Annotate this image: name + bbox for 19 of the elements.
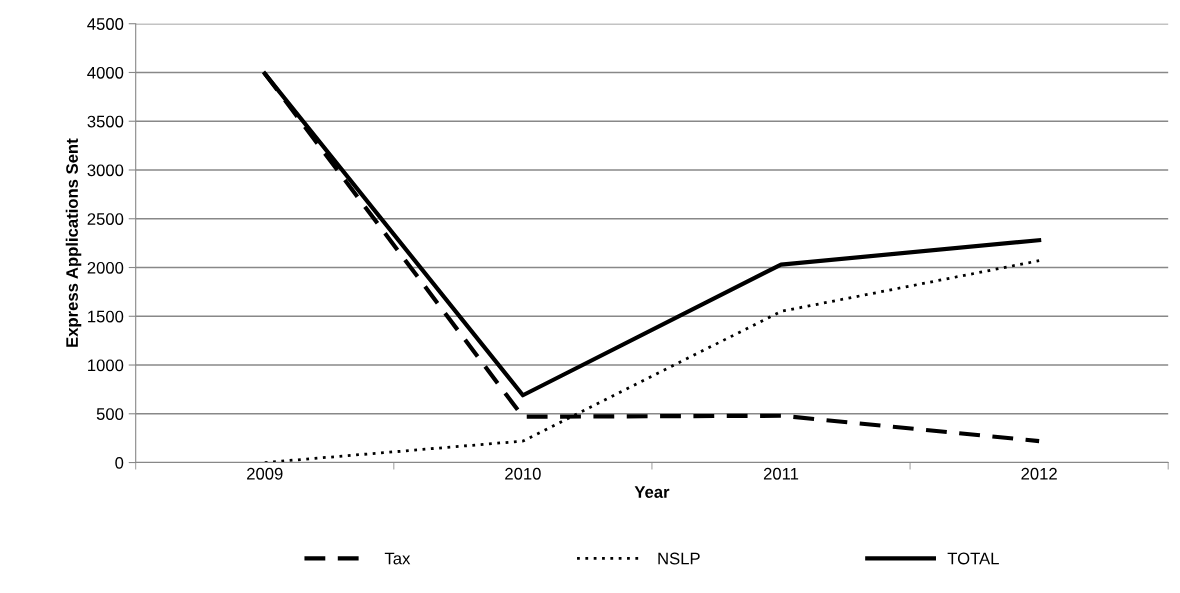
x-tick-label: 2012 — [1021, 467, 1057, 480]
y-axis-title: Express Applications Sent — [65, 138, 82, 347]
y-tick-label: 0 — [115, 456, 124, 469]
y-tick-label: 2500 — [87, 213, 124, 225]
x-axis-title: Year — [634, 486, 670, 498]
y-tick-label: 1000 — [88, 359, 124, 372]
x-tick-label: 2010 — [505, 467, 541, 480]
y-tick-label: 500 — [96, 408, 124, 420]
y-tick-label: 3000 — [87, 164, 124, 177]
y-tick-label: 4500 — [87, 18, 124, 30]
y-tick-label: 1500 — [88, 310, 124, 323]
legend-label: Tax — [384, 552, 411, 565]
y-tick-label: 2000 — [87, 261, 124, 274]
legend-label: TOTAL — [947, 552, 999, 565]
y-tick-label: 4000 — [87, 66, 124, 79]
x-tick-label: 2009 — [247, 467, 283, 480]
legend-label: NSLP — [658, 552, 700, 565]
y-tick-label: 3500 — [87, 115, 124, 128]
x-tick-label: 2011 — [763, 467, 799, 480]
